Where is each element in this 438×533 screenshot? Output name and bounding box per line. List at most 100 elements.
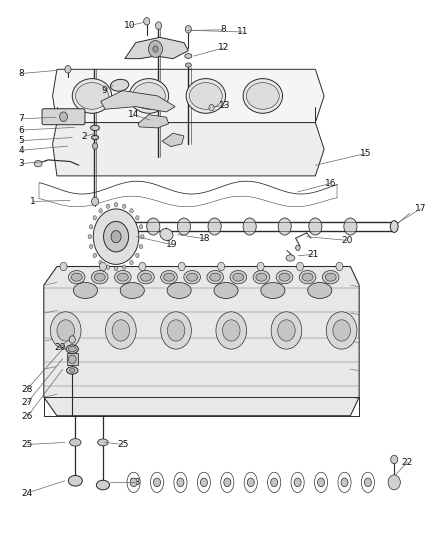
Ellipse shape [185, 63, 191, 67]
Text: 22: 22 [402, 458, 413, 466]
Circle shape [177, 478, 184, 487]
Circle shape [391, 455, 398, 464]
Text: 29: 29 [55, 343, 66, 352]
Ellipse shape [302, 273, 313, 281]
Ellipse shape [68, 355, 76, 364]
Text: 7: 7 [18, 115, 24, 123]
Ellipse shape [120, 282, 144, 298]
Text: 11: 11 [237, 28, 249, 36]
Text: 4: 4 [18, 146, 24, 155]
Text: 18: 18 [199, 235, 211, 243]
Circle shape [333, 320, 350, 341]
Circle shape [65, 66, 71, 73]
Ellipse shape [243, 78, 283, 114]
Circle shape [136, 253, 139, 257]
Circle shape [139, 245, 143, 249]
Circle shape [161, 312, 191, 349]
Circle shape [153, 46, 158, 52]
Circle shape [388, 475, 400, 490]
Ellipse shape [68, 271, 85, 284]
Text: 27: 27 [21, 399, 33, 407]
Circle shape [223, 320, 240, 341]
Ellipse shape [214, 282, 238, 298]
Ellipse shape [160, 229, 173, 240]
Polygon shape [44, 266, 359, 416]
Circle shape [103, 221, 129, 252]
Circle shape [88, 235, 92, 239]
Circle shape [218, 262, 225, 271]
Ellipse shape [71, 273, 82, 281]
Circle shape [209, 104, 214, 111]
Circle shape [148, 41, 162, 58]
Text: 25: 25 [21, 440, 33, 449]
Polygon shape [162, 133, 184, 147]
Ellipse shape [75, 83, 108, 109]
Circle shape [60, 112, 67, 122]
Ellipse shape [91, 125, 99, 131]
Circle shape [185, 26, 191, 33]
Text: 17: 17 [415, 205, 426, 213]
Circle shape [326, 312, 357, 349]
FancyBboxPatch shape [42, 109, 85, 125]
Circle shape [106, 312, 136, 349]
Ellipse shape [187, 273, 198, 281]
Circle shape [57, 320, 74, 341]
Polygon shape [53, 123, 324, 176]
Text: 5: 5 [18, 136, 24, 145]
Ellipse shape [309, 218, 322, 235]
Circle shape [114, 266, 118, 271]
Ellipse shape [132, 83, 166, 109]
Ellipse shape [246, 83, 279, 109]
Circle shape [99, 262, 106, 271]
Ellipse shape [186, 78, 226, 114]
Text: 16: 16 [325, 179, 336, 188]
Text: 6: 6 [18, 126, 24, 134]
Circle shape [278, 320, 295, 341]
Ellipse shape [278, 218, 291, 235]
Ellipse shape [117, 273, 128, 281]
Polygon shape [138, 115, 169, 128]
Text: 28: 28 [21, 385, 33, 393]
Circle shape [130, 261, 133, 265]
Circle shape [92, 143, 98, 149]
Ellipse shape [92, 271, 108, 284]
Ellipse shape [129, 78, 169, 114]
Ellipse shape [307, 282, 332, 298]
Ellipse shape [141, 273, 152, 281]
Text: 26: 26 [21, 413, 33, 421]
Ellipse shape [322, 271, 339, 284]
Circle shape [336, 262, 343, 271]
Ellipse shape [243, 218, 256, 235]
Circle shape [139, 224, 143, 229]
Ellipse shape [167, 282, 191, 298]
Circle shape [297, 262, 304, 271]
Ellipse shape [70, 369, 75, 372]
Polygon shape [101, 91, 175, 112]
Bar [67, 353, 78, 365]
Circle shape [271, 312, 302, 349]
Circle shape [93, 216, 96, 220]
Text: 19: 19 [166, 240, 177, 249]
Text: 9: 9 [101, 86, 107, 94]
Circle shape [216, 312, 247, 349]
Circle shape [106, 265, 110, 269]
Circle shape [141, 235, 144, 239]
Ellipse shape [253, 271, 270, 284]
Text: 8: 8 [220, 26, 226, 34]
Circle shape [200, 478, 208, 487]
Ellipse shape [261, 282, 285, 298]
Circle shape [89, 245, 93, 249]
Ellipse shape [72, 78, 112, 114]
Ellipse shape [189, 83, 222, 109]
Circle shape [93, 253, 96, 257]
Ellipse shape [276, 271, 293, 284]
Ellipse shape [161, 271, 177, 284]
Ellipse shape [147, 218, 160, 235]
Circle shape [178, 262, 185, 271]
Text: 23: 23 [129, 478, 141, 487]
Ellipse shape [67, 367, 78, 374]
Text: 2: 2 [82, 132, 87, 141]
Ellipse shape [185, 53, 192, 58]
Ellipse shape [98, 439, 108, 446]
Ellipse shape [344, 218, 357, 235]
